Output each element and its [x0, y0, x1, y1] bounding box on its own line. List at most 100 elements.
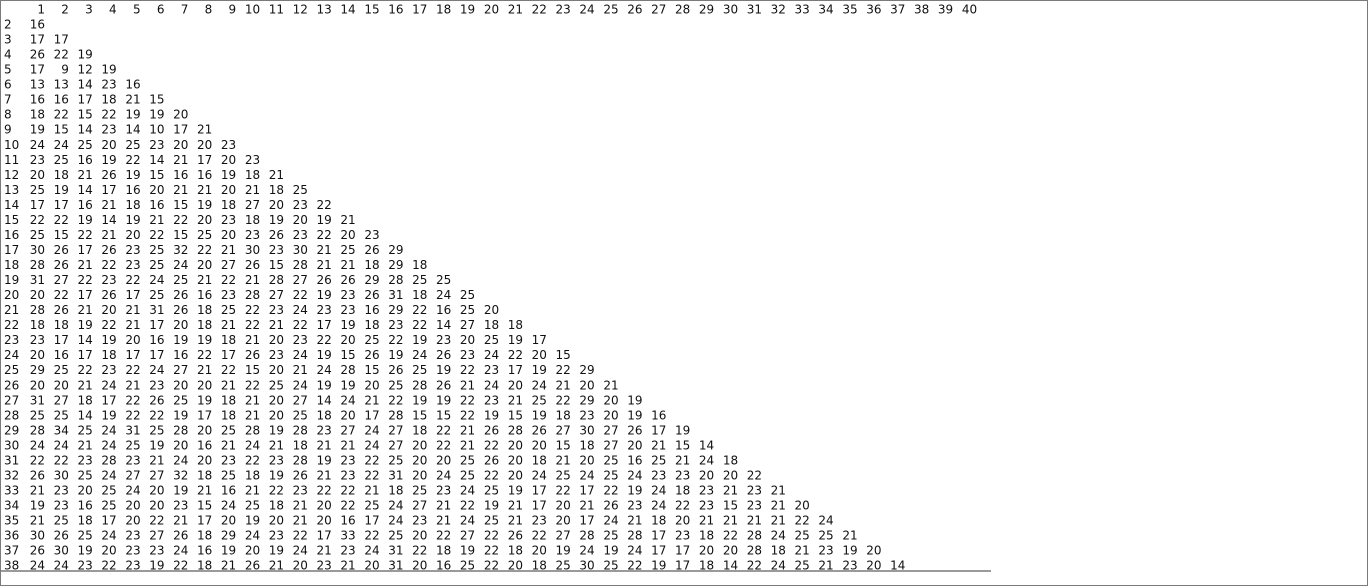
- cell: 22: [364, 529, 379, 543]
- cell: 21: [221, 243, 236, 257]
- cell: 23: [269, 529, 284, 543]
- cell: 17: [78, 348, 93, 362]
- cell: 22: [54, 48, 69, 62]
- cell: 17: [54, 198, 69, 212]
- cell: 24: [317, 363, 332, 377]
- cell: 17: [78, 243, 93, 257]
- cell: 21: [269, 559, 284, 573]
- cell: 17: [317, 318, 332, 332]
- cell: 22: [436, 438, 451, 452]
- cell: 23: [78, 453, 93, 467]
- cell: 24: [293, 544, 308, 558]
- row-label: 17: [4, 243, 19, 257]
- cell: 18: [30, 108, 45, 122]
- cell: 21: [125, 93, 140, 107]
- row-label: 27: [4, 393, 19, 407]
- cell: 23: [125, 559, 140, 573]
- cell: 21: [245, 393, 260, 407]
- cell: 19: [125, 213, 140, 227]
- cell: 22: [460, 408, 475, 422]
- cell: 28: [412, 378, 427, 392]
- cell: 24: [54, 138, 69, 152]
- cell: 20: [30, 288, 45, 302]
- cell: 18: [723, 453, 738, 467]
- cell: 25: [603, 453, 618, 467]
- cell: 21: [78, 378, 93, 392]
- cell: 30: [245, 243, 260, 257]
- cell: 21: [173, 514, 188, 528]
- cell: 15: [78, 108, 93, 122]
- cell: 30: [54, 544, 69, 558]
- cell: 17: [173, 123, 188, 137]
- cell: 22: [54, 108, 69, 122]
- cell: 20: [508, 559, 523, 573]
- cell: 22: [221, 363, 236, 377]
- cell: 20: [54, 378, 69, 392]
- cell: 19: [125, 168, 140, 182]
- cell: 15: [364, 363, 379, 377]
- cell: 23: [125, 544, 140, 558]
- cell: 25: [221, 303, 236, 317]
- cell: 14: [78, 78, 93, 92]
- cell: 21: [101, 198, 116, 212]
- cell: 29: [388, 243, 403, 257]
- cell: 18: [651, 514, 666, 528]
- cell: 20: [173, 108, 188, 122]
- cell: 20: [317, 498, 332, 512]
- cell: 25: [293, 183, 308, 197]
- cell: 22: [125, 408, 140, 422]
- cell: 25: [556, 468, 571, 482]
- cell: 24: [532, 378, 547, 392]
- cell: 23: [245, 153, 260, 167]
- cell: 25: [532, 393, 547, 407]
- row-label: 30: [4, 438, 19, 452]
- cell: 26: [245, 258, 260, 272]
- cell: 26: [30, 544, 45, 558]
- cell: 26: [436, 348, 451, 362]
- cell: 23: [30, 153, 45, 167]
- cell: 26: [54, 258, 69, 272]
- cell: 28: [579, 529, 594, 543]
- cell: 19: [54, 183, 69, 197]
- cell: 17: [54, 33, 69, 47]
- cell: 26: [173, 529, 188, 543]
- cell: 23: [436, 333, 451, 347]
- cell: 21: [30, 483, 45, 497]
- cell: 20: [197, 213, 212, 227]
- row-label: 8: [4, 108, 12, 122]
- row-label: 13: [4, 183, 19, 197]
- cell: 19: [173, 483, 188, 497]
- header-cell: 34: [818, 3, 833, 17]
- cell: 26: [603, 498, 618, 512]
- cell: 18: [197, 559, 212, 573]
- cell: 25: [101, 483, 116, 497]
- cell: 26: [30, 468, 45, 482]
- cell: 28: [627, 529, 642, 543]
- cell: 17: [675, 544, 690, 558]
- cell: 23: [340, 544, 355, 558]
- cell: 20: [723, 544, 738, 558]
- cell: 23: [125, 453, 140, 467]
- cell: 20: [508, 453, 523, 467]
- header-cell: 7: [181, 3, 189, 17]
- cell: 14: [78, 183, 93, 197]
- cell: 20: [675, 514, 690, 528]
- cell: 22: [556, 393, 571, 407]
- cell: 17: [317, 529, 332, 543]
- cell: 21: [340, 438, 355, 452]
- cell: 22: [317, 228, 332, 242]
- cell: 21: [723, 483, 738, 497]
- cell: 24: [30, 438, 45, 452]
- cell: 20: [197, 138, 212, 152]
- cell: 18: [484, 318, 499, 332]
- cell: 21: [651, 438, 666, 452]
- cell: 31: [30, 273, 45, 287]
- cell: 18: [245, 168, 260, 182]
- cell: 28: [30, 303, 45, 317]
- header-cell: 25: [603, 3, 618, 17]
- cell: 24: [699, 453, 714, 467]
- cell: 24: [101, 468, 116, 482]
- cell: 20: [340, 333, 355, 347]
- row-label: 38: [4, 559, 19, 573]
- cell: 23: [675, 529, 690, 543]
